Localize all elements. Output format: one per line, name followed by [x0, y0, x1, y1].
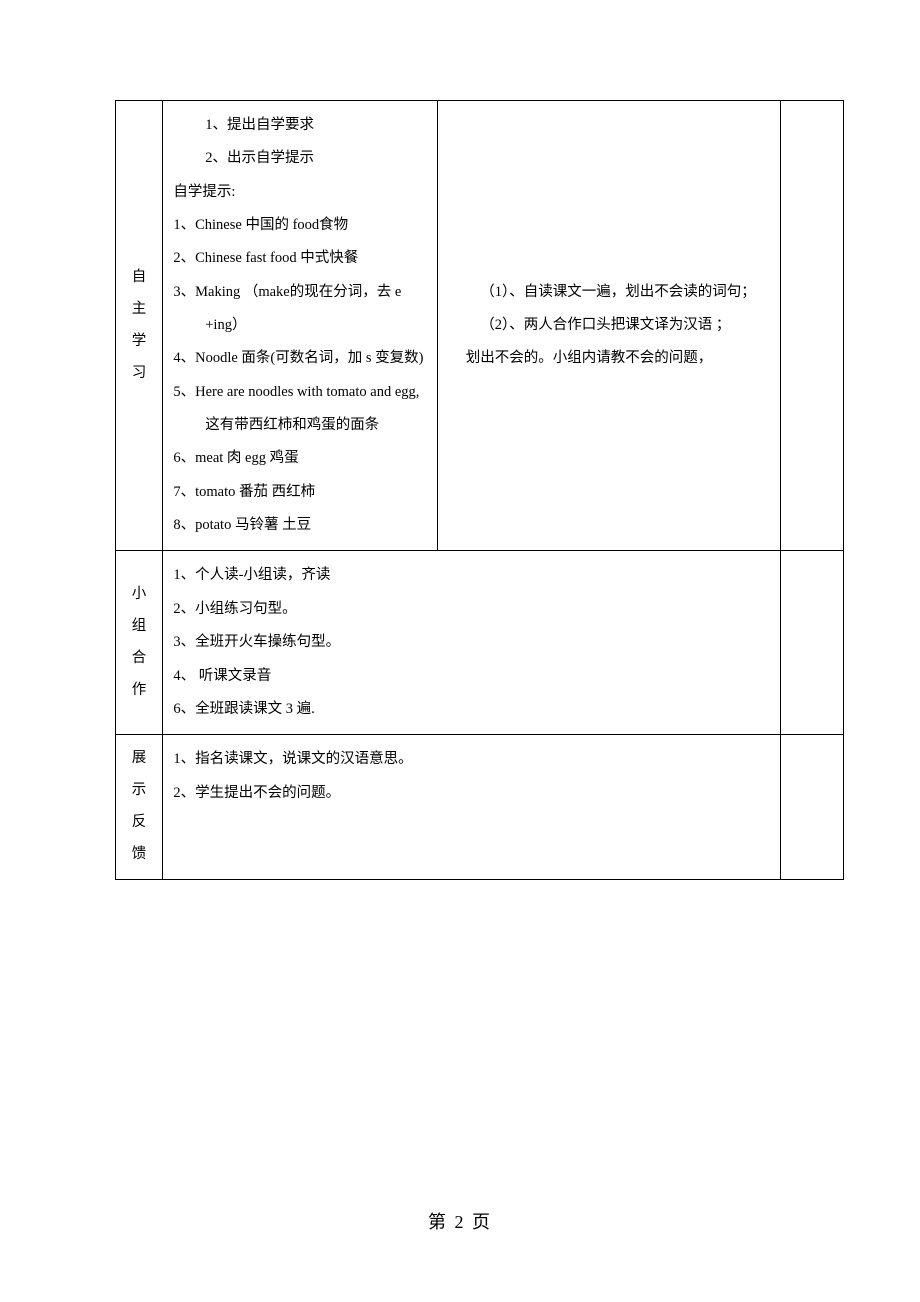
page-container: 自 主 学 习 1、提出自学要求 2、出示自学提示 自学提示: 1、Chines…: [0, 0, 920, 880]
text: 划出不会的。小组内请教不会的问题，: [466, 350, 713, 366]
text-line: （1）、自读课文一遍，划出不会读的词句；: [444, 276, 774, 309]
row-label-cell: 自 主 学 习: [116, 101, 163, 551]
text-line: 8、potato 马铃薯 土豆: [169, 509, 431, 542]
text-line: 3、Making （make的现在分词，去 e +ing）: [169, 276, 431, 343]
text-line: 4、Noodle 面条(可数名词，加 s 变复数): [169, 342, 431, 375]
text-line: 1、个人读-小组读，齐读: [169, 559, 774, 592]
text-line: 1、指名读课文，说课文的汉语意思。: [169, 743, 774, 776]
table-row: 自 主 学 习 1、提出自学要求 2、出示自学提示 自学提示: 1、Chines…: [116, 101, 844, 551]
left-content-cell: 1、指名读课文，说课文的汉语意思。 2、学生提出不会的问题。: [163, 735, 781, 880]
label-char: 自: [120, 262, 158, 294]
row-label-cell: 展 示 反 馈: [116, 735, 163, 880]
label-char: 组: [120, 611, 158, 643]
left-content-cell: 1、个人读-小组读，齐读 2、小组练习句型。 3、全班开火车操练句型。 4、 听…: [163, 551, 781, 735]
table-row: 小 组 合 作 1、个人读-小组读，齐读 2、小组练习句型。 3、全班开火车操练…: [116, 551, 844, 735]
right-empty-cell: [781, 551, 844, 735]
page-number: 第 2 页: [428, 1212, 492, 1232]
label-char: 馈: [120, 839, 158, 871]
text-line: 7、tomato 番茄 西红柿: [169, 476, 431, 509]
row-label-cell: 小 组 合 作: [116, 551, 163, 735]
label-char: 示: [120, 775, 158, 807]
left-content-cell: 1、提出自学要求 2、出示自学提示 自学提示: 1、Chinese 中国的 fo…: [163, 101, 438, 551]
right-empty-cell: [781, 735, 844, 880]
label-char: 展: [120, 743, 158, 775]
mid-content-cell: （1）、自读课文一遍，划出不会读的词句； （2）、两人合作口头把课文译为汉语 ；…: [438, 101, 781, 551]
text-line: 1、Chinese 中国的 food食物: [169, 209, 431, 242]
text-line: 2、Chinese fast food 中式快餐: [169, 242, 431, 275]
text-line: 这有带西红柿和鸡蛋的面条: [169, 409, 431, 442]
text-line: 2、出示自学提示: [169, 142, 431, 175]
text-line: 2、小组练习句型。: [169, 593, 774, 626]
text: （2）、两人合作口头把课文译为汉语 ；: [480, 317, 730, 333]
text-line: 5、Here are noodles with tomato and egg,: [169, 376, 431, 409]
table-row: 展 示 反 馈 1、指名读课文，说课文的汉语意思。 2、学生提出不会的问题。: [116, 735, 844, 880]
text-line: 6、全班跟读课文 3 遍.: [169, 693, 774, 726]
label-char: 小: [120, 579, 158, 611]
text-line: 4、 听课文录音: [169, 660, 774, 693]
text-line: 2、学生提出不会的问题。: [169, 777, 774, 810]
text-line: 3、全班开火车操练句型。: [169, 626, 774, 659]
label-char: 主: [120, 294, 158, 326]
text-line: 划出不会的。小组内请教不会的问题，: [444, 342, 774, 375]
label-char: 反: [120, 807, 158, 839]
text-line: 自学提示:: [169, 176, 431, 209]
label-char: 作: [120, 675, 158, 707]
label-char: 合: [120, 643, 158, 675]
lesson-table: 自 主 学 习 1、提出自学要求 2、出示自学提示 自学提示: 1、Chines…: [115, 100, 844, 880]
text-line: 1、提出自学要求: [169, 109, 431, 142]
right-empty-cell: [781, 101, 844, 551]
page-footer: 第 2 页: [0, 1208, 920, 1234]
text-line: 6、meat 肉 egg 鸡蛋: [169, 442, 431, 475]
label-char: 学: [120, 326, 158, 358]
label-char: 习: [120, 358, 158, 390]
text: （1）、自读课文一遍，划出不会读的词句；: [480, 284, 756, 300]
text-line: （2）、两人合作口头把课文译为汉语 ；: [444, 309, 774, 342]
